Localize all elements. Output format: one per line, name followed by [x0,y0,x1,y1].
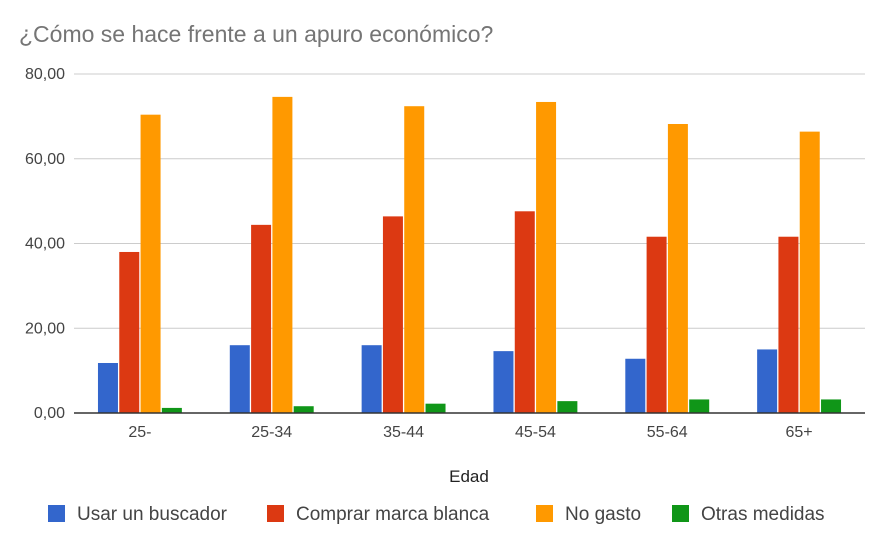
y-tick-label: 60,00 [25,151,65,168]
y-tick-label: 80,00 [25,66,65,83]
legend-item: Usar un buscador [48,504,228,525]
legend-label: No gasto [565,504,641,525]
legend-swatch [672,505,689,522]
bar [140,114,161,414]
bar [97,362,118,413]
x-tick-label: 25-34 [251,424,292,441]
x-tick-label: 45-54 [515,424,556,441]
legend-label: Comprar marca blanca [296,504,490,525]
grid-layer [74,73,865,329]
legend-swatch [536,505,553,522]
x-axis-title: Edad [449,467,489,486]
x-tick-label: 35-44 [383,424,424,441]
legend-item: No gasto [536,504,641,525]
bar [646,236,667,413]
bar [425,403,446,413]
bar [557,401,578,413]
bar [778,236,799,413]
x-tick-label: 25- [128,424,151,441]
bar [799,131,820,413]
y-axis-ticks: 0,00 20,00 40,00 60,00 80,00 [25,66,65,422]
x-axis-ticks: 25- 25-34 35-44 45-54 55-64 65+ [128,424,812,441]
legend-swatch [267,505,284,522]
legend-item: Otras medidas [672,504,825,525]
bar [404,106,425,413]
bar [272,96,293,413]
bar [667,124,688,413]
legend: Usar un buscador Comprar marca blanca No… [48,504,825,525]
legend-swatch [48,505,65,522]
bar [251,224,272,413]
y-tick-label: 20,00 [25,320,65,337]
bar [514,211,535,413]
chart-title: ¿Cómo se hace frente a un apuro económic… [19,21,493,47]
legend-label: Otras medidas [701,504,825,525]
bar [757,349,778,413]
bar [689,399,710,413]
bar [229,345,250,413]
bar [382,216,403,413]
x-tick-label: 65+ [786,424,813,441]
bar [821,399,842,413]
bar [161,407,182,413]
bar [536,101,557,413]
y-tick-label: 40,00 [25,236,65,253]
bar [293,406,314,413]
bars [97,96,842,414]
bar [119,251,140,413]
legend-label: Usar un buscador [77,504,228,525]
y-tick-label: 0,00 [34,405,65,422]
bar [493,351,514,413]
bar [361,345,382,413]
bar [625,358,646,413]
x-tick-label: 55-64 [647,424,688,441]
legend-item: Comprar marca blanca [267,504,490,525]
